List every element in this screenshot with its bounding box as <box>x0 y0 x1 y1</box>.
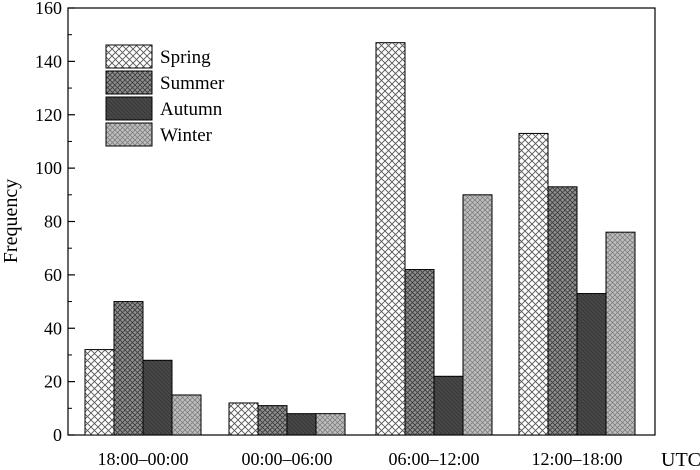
y-axis-title: Frequency <box>0 179 22 263</box>
bar-autumn-0 <box>142 359 173 436</box>
bar-summer-3 <box>547 186 578 436</box>
y-tick-label: 160 <box>35 0 62 18</box>
x-axis-title: UTC <box>661 449 700 470</box>
y-tick-label: 40 <box>44 318 62 338</box>
bar-autumn-3 <box>576 293 607 436</box>
legend-swatch-spring <box>105 44 153 69</box>
x-tick-label: 00:00–06:00 <box>241 449 332 469</box>
y-tick-label: 100 <box>35 158 62 178</box>
bar-autumn-1 <box>286 413 317 436</box>
bar-winter-1 <box>315 413 346 436</box>
bar-spring-2 <box>375 42 406 436</box>
bar-spring-0 <box>84 349 115 436</box>
legend: Spring Summer Autumn Winter <box>105 44 225 147</box>
y-tick-label: 80 <box>44 212 62 232</box>
bar-summer-0 <box>113 301 144 436</box>
legend-label-spring: Spring <box>160 47 211 68</box>
bar-summer-2 <box>404 269 435 436</box>
y-tick-label: 60 <box>44 265 62 285</box>
legend-label-winter: Winter <box>160 125 213 146</box>
bar-winter-0 <box>171 394 202 436</box>
bars-group <box>84 42 636 436</box>
bar-spring-3 <box>518 132 549 436</box>
bar-winter-2 <box>462 194 493 436</box>
bar-autumn-2 <box>433 375 464 436</box>
y-tick-label: 120 <box>35 105 62 125</box>
legend-label-autumn: Autumn <box>160 99 223 120</box>
y-tick-label: 140 <box>35 51 62 71</box>
y-tick-label: 0 <box>53 425 62 445</box>
x-tick-label: 12:00–18:00 <box>531 449 622 469</box>
legend-swatch-summer <box>105 70 153 95</box>
bar-winter-3 <box>605 231 636 436</box>
bar-summer-1 <box>257 405 288 436</box>
x-tick-label: 18:00–00:00 <box>97 449 188 469</box>
bar-spring-1 <box>228 402 259 436</box>
x-tick-label: 06:00–12:00 <box>388 449 479 469</box>
y-tick-label: 20 <box>44 372 62 392</box>
legend-swatch-autumn <box>105 96 153 121</box>
y-axis-ticks: 0 20 40 60 80 100 120 140 160 <box>35 0 75 445</box>
legend-swatch-winter <box>105 122 153 147</box>
legend-label-summer: Summer <box>160 73 225 94</box>
x-axis-ticks: 18:00–00:00 00:00–06:00 06:00–12:00 12:00–1… <box>97 428 623 469</box>
